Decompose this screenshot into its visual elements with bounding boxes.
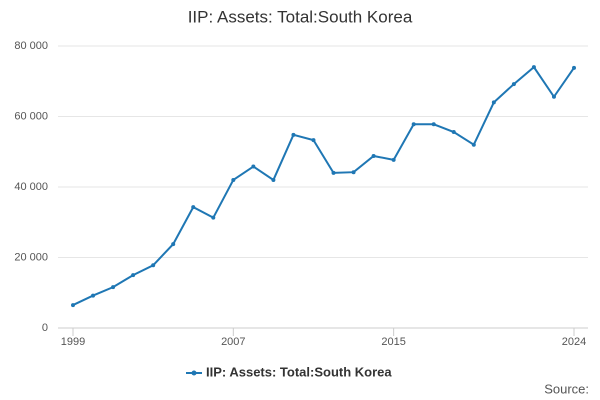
point (391, 157, 396, 162)
point (71, 303, 75, 308)
point (491, 100, 496, 105)
line (72, 65, 575, 306)
point (171, 242, 176, 247)
y-tick-label: 60 000 (14, 110, 48, 122)
point (451, 130, 456, 135)
point (572, 65, 576, 70)
point (471, 142, 476, 147)
point (431, 122, 436, 127)
point (331, 170, 336, 175)
point (311, 138, 316, 143)
point (231, 177, 236, 182)
source: Source: (544, 381, 589, 396)
x-tick-label: 2015 (381, 336, 405, 348)
y-tick-label: 40 000 (14, 181, 48, 193)
point (511, 82, 516, 87)
point (291, 132, 296, 137)
point (551, 94, 556, 99)
point (371, 153, 376, 158)
point (531, 65, 536, 70)
point (271, 177, 276, 182)
point (351, 170, 356, 175)
y-tick-label: 0 (42, 322, 48, 334)
legend-marker (191, 370, 197, 376)
legend-label: IIP: Assets: Total:South Korea (206, 364, 392, 379)
y-tick-label: 20 000 (14, 251, 48, 263)
x-tick-label: 2024 (562, 336, 586, 348)
point (211, 215, 216, 220)
point (191, 205, 196, 210)
point (411, 122, 416, 127)
x-tick-label: 2007 (221, 336, 245, 348)
x-tick-label: 1999 (61, 336, 85, 348)
point (111, 285, 116, 290)
chart-title: IIP: Assets: Total:South Korea (188, 7, 413, 26)
y-tick-label: 80 000 (14, 40, 48, 52)
point (91, 293, 96, 298)
point (251, 164, 256, 169)
point (151, 263, 156, 268)
point (131, 273, 136, 278)
